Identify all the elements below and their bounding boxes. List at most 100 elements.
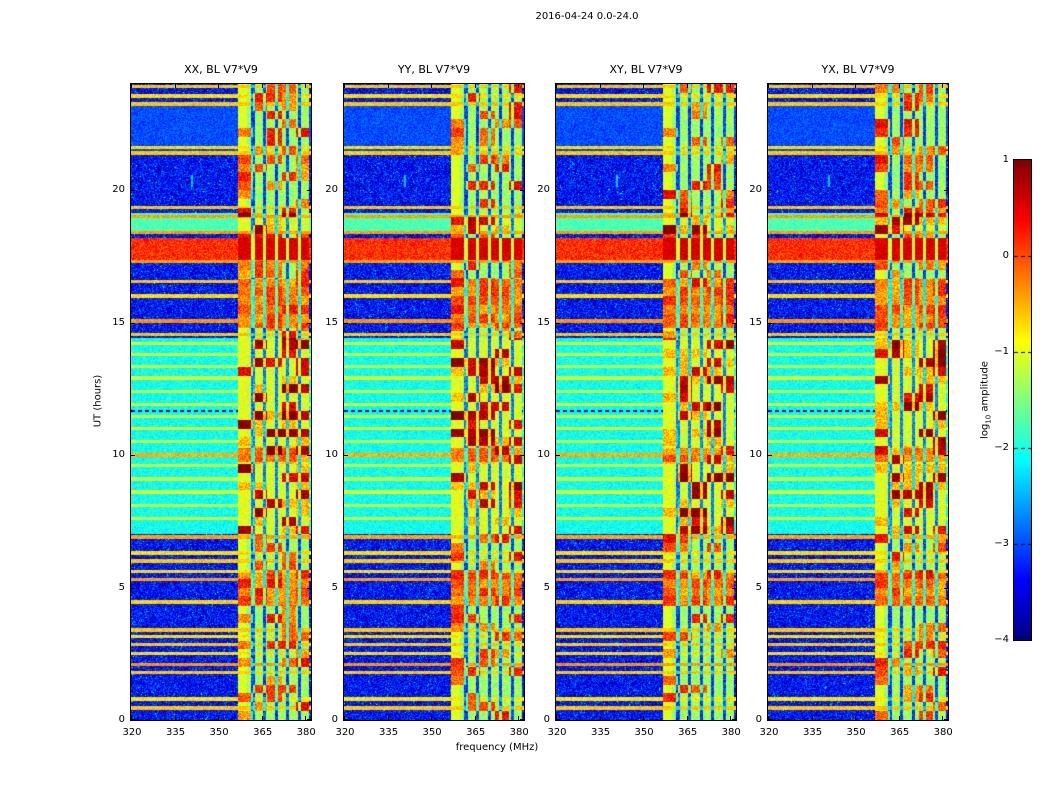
y-tick-mark xyxy=(768,455,772,456)
y-tick-mark xyxy=(732,455,736,456)
x-tick-mark xyxy=(811,84,813,88)
y-tick-label: 20 xyxy=(749,184,762,195)
x-tick-label: 365 xyxy=(678,727,698,738)
y-tick-label: 10 xyxy=(537,449,550,460)
y-tick-mark xyxy=(520,587,524,589)
y-tick-label: 0 xyxy=(331,714,338,725)
y-tick-mark xyxy=(556,190,560,191)
y-tick-label: 15 xyxy=(537,316,550,328)
spectrogram-canvas-yy xyxy=(344,84,524,720)
colorbar-label: log10 amplitude xyxy=(980,361,993,439)
x-tick-label: 335 xyxy=(803,727,823,738)
x-tick-label: 380 xyxy=(721,727,741,738)
y-tick-mark xyxy=(520,190,524,191)
colorbar-tick-label: −4 xyxy=(994,634,1009,645)
y-tick-mark xyxy=(344,322,348,324)
panel-title-yx: YX, BL V7*V9 xyxy=(821,63,895,76)
x-tick-mark xyxy=(131,84,132,88)
x-tick-label: 320 xyxy=(547,727,567,738)
x-tick-label: 320 xyxy=(335,727,355,738)
y-tick-mark xyxy=(307,190,311,191)
y-tick-label: 20 xyxy=(325,184,338,195)
x-tick-mark xyxy=(431,716,433,720)
y-tick-mark xyxy=(520,719,524,720)
x-tick-label: 350 xyxy=(422,727,442,738)
y-tick-mark xyxy=(131,719,135,720)
x-tick-label: 365 xyxy=(466,727,486,738)
x-tick-mark xyxy=(855,84,857,88)
panel-yy: YY, BL V7*V9 320 335 350 365 380 0 5 10 15 20 xyxy=(325,63,528,738)
x-tick-mark xyxy=(942,84,944,88)
y-tick-mark xyxy=(732,719,736,720)
x-tick-mark xyxy=(305,716,307,720)
x-tick-mark xyxy=(518,716,520,720)
panel-title-xy: XY, BL V7*V9 xyxy=(609,63,683,76)
y-tick-mark xyxy=(131,322,135,324)
x-tick-mark xyxy=(474,716,476,720)
y-tick-label: 0 xyxy=(118,714,125,725)
x-tick-mark xyxy=(556,716,557,720)
x-tick-mark xyxy=(218,84,220,88)
x-tick-mark xyxy=(898,84,900,88)
y-tick-mark xyxy=(556,587,560,589)
y-tick-mark xyxy=(944,455,948,456)
colorbar-label-log: log xyxy=(979,423,991,439)
y-tick-label: 10 xyxy=(325,449,338,460)
x-tick-label: 320 xyxy=(122,727,142,738)
y-tick-mark xyxy=(944,322,948,324)
x-tick-mark xyxy=(855,716,857,720)
x-tick-label: 350 xyxy=(846,727,866,738)
y-tick-mark xyxy=(732,587,736,589)
colorbar-tick-label: 0 xyxy=(1002,250,1009,261)
y-tick-mark xyxy=(732,190,736,191)
y-tick-mark xyxy=(520,455,524,456)
y-tick-mark xyxy=(131,455,135,456)
y-tick-label: 10 xyxy=(112,449,125,460)
x-tick-mark xyxy=(942,716,944,720)
x-tick-mark xyxy=(261,84,263,88)
x-tick-label: 335 xyxy=(591,727,611,738)
x-tick-mark xyxy=(174,716,176,720)
y-tick-label: 5 xyxy=(331,581,338,593)
x-tick-mark xyxy=(643,716,645,720)
x-tick-label: 350 xyxy=(209,727,229,738)
x-tick-label: 350 xyxy=(634,727,654,738)
panel-title-xx: XX, BL V7*V9 xyxy=(184,63,258,76)
x-tick-mark xyxy=(730,84,732,88)
y-tick-label: 20 xyxy=(112,184,125,195)
colorbar-tick-label: 1 xyxy=(1002,154,1009,165)
x-tick-mark xyxy=(730,716,732,720)
x-tick-mark xyxy=(686,84,688,88)
x-tick-label: 320 xyxy=(759,727,779,738)
x-tick-label: 380 xyxy=(296,727,316,738)
x-tick-label: 335 xyxy=(379,727,399,738)
y-tick-mark xyxy=(131,190,135,191)
spectrogram-canvas-yx xyxy=(768,84,948,720)
y-tick-mark xyxy=(768,719,772,720)
y-tick-mark xyxy=(520,322,524,324)
y-tick-mark xyxy=(344,455,348,456)
x-tick-label: 335 xyxy=(166,727,186,738)
y-tick-mark xyxy=(307,587,311,589)
y-tick-mark xyxy=(768,587,772,589)
x-tick-mark xyxy=(344,716,345,720)
x-tick-mark xyxy=(218,716,220,720)
x-tick-mark xyxy=(686,716,688,720)
y-tick-mark xyxy=(307,719,311,720)
panel-title-yy: YY, BL V7*V9 xyxy=(397,63,471,76)
x-tick-mark xyxy=(131,716,132,720)
y-tick-label: 15 xyxy=(749,316,762,328)
x-tick-label: 380 xyxy=(509,727,529,738)
x-tick-mark xyxy=(305,84,307,88)
x-tick-mark xyxy=(474,84,476,88)
y-tick-mark xyxy=(344,190,348,191)
x-axis-label: frequency (MHz) xyxy=(455,742,539,753)
panel-xx: XX, BL V7*V9 320 335 350 365 380 0 5 10 15 20 xyxy=(112,63,315,738)
y-tick-mark xyxy=(307,322,311,324)
x-tick-label: 365 xyxy=(890,727,910,738)
x-tick-mark xyxy=(643,84,645,88)
x-tick-mark xyxy=(599,84,601,88)
y-tick-mark xyxy=(556,322,560,324)
x-tick-mark xyxy=(431,84,433,88)
colorbar xyxy=(1013,159,1032,641)
